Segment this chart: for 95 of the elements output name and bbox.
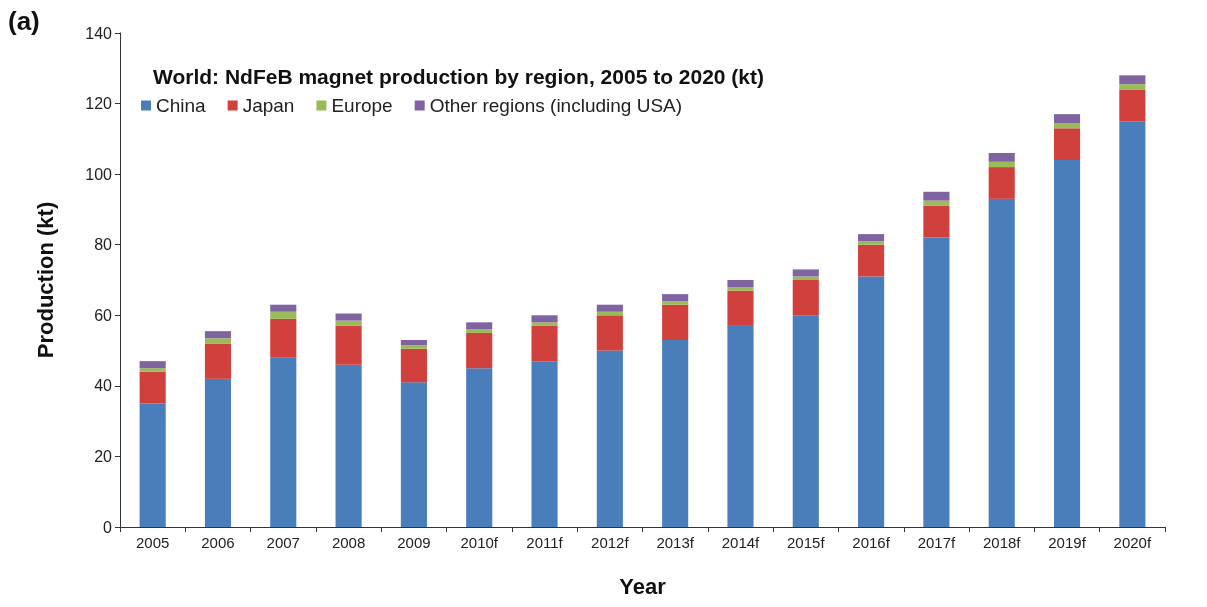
bar (662, 301, 689, 305)
bar (988, 198, 1015, 527)
bar (596, 350, 623, 527)
bar (335, 320, 362, 326)
bar (1119, 84, 1146, 90)
bar (792, 269, 819, 277)
y-tick-label: 100 (85, 165, 113, 183)
bar (727, 290, 754, 326)
y-axis-title: Production (kt) (32, 201, 58, 359)
bar (727, 280, 754, 288)
legend-label: Other regions (including USA) (429, 95, 683, 116)
bar (662, 339, 689, 527)
bar (923, 205, 950, 238)
bar (531, 361, 558, 527)
bar (596, 304, 623, 312)
bar (139, 403, 166, 527)
bar (1119, 75, 1146, 85)
x-tick-label: 2016f (852, 534, 891, 551)
bar (466, 329, 493, 333)
bar (400, 345, 427, 349)
bar (858, 234, 885, 242)
legend-label: Japan (242, 95, 295, 116)
legend-label: China (156, 95, 207, 116)
bar (335, 325, 362, 365)
bar (1119, 89, 1146, 122)
bar (335, 313, 362, 321)
bar (988, 161, 1015, 168)
bar (466, 368, 493, 527)
bar (792, 315, 819, 527)
bar (792, 276, 819, 280)
bar (139, 368, 166, 372)
bar (1053, 122, 1081, 129)
bar (727, 325, 754, 527)
text: (a) (8, 6, 40, 36)
y-tick-label: 140 (85, 24, 113, 42)
bar (270, 304, 297, 312)
bar (270, 357, 297, 527)
legend-label: Europe (331, 95, 393, 116)
bar (270, 311, 297, 319)
x-tick-label: 2014f (721, 534, 761, 551)
y-tick-label: 40 (94, 377, 113, 395)
bar (792, 280, 819, 316)
bar (531, 325, 558, 362)
x-tick-label: 2006 (201, 534, 235, 551)
x-tick-label: 2013f (656, 534, 695, 551)
bar (531, 315, 558, 323)
y-tick-label: 60 (94, 306, 113, 324)
x-tick-label: 2005 (135, 534, 170, 551)
bar (270, 318, 297, 358)
x-tick-label: 2009 (397, 534, 431, 551)
x-tick-label: 2008 (331, 534, 366, 551)
x-tick-label: 2019f (1048, 534, 1087, 551)
bar (596, 315, 623, 351)
x-tick-label: 2017f (917, 534, 956, 551)
bar (531, 322, 558, 326)
x-tick-label: 2018f (982, 534, 1022, 551)
bar (204, 378, 232, 527)
y-tick-label: 0 (103, 518, 113, 536)
bar (466, 322, 493, 330)
bar (400, 348, 427, 383)
bar (400, 339, 427, 346)
x-tick-label: 2020f (1113, 534, 1152, 551)
bar (400, 382, 427, 527)
bar (1053, 160, 1081, 527)
bar (988, 152, 1015, 162)
y-tick-label: 120 (85, 95, 113, 113)
x-tick-label: 2007 (266, 534, 300, 551)
bar (1119, 121, 1146, 527)
bar (139, 361, 166, 369)
y-tick-label: 80 (94, 236, 113, 254)
bar (858, 241, 885, 245)
x-tick-label: 2015f (787, 534, 826, 551)
bar (1053, 128, 1081, 161)
bar (466, 332, 493, 369)
bar (139, 371, 166, 404)
y-tick-label: 20 (94, 447, 113, 465)
bar (204, 343, 232, 379)
bar (727, 287, 754, 291)
x-tick-label: 2010f (460, 534, 499, 551)
bar (1053, 114, 1081, 123)
bar (662, 294, 689, 302)
bar (204, 331, 232, 339)
bar (923, 191, 950, 201)
x-tick-label: 2011f (526, 534, 564, 551)
bar (858, 276, 885, 527)
bar (923, 200, 950, 206)
text: World: NdFeB magnet production by region, 2005 to 2020 (kt) (153, 65, 765, 88)
bar (662, 304, 689, 340)
bar (204, 338, 232, 344)
bar (923, 237, 950, 527)
bar (858, 244, 885, 277)
x-axis-title: Year (619, 573, 667, 599)
x-tick-label: 2012f (591, 534, 630, 551)
bar (988, 167, 1015, 199)
bar (335, 364, 362, 527)
